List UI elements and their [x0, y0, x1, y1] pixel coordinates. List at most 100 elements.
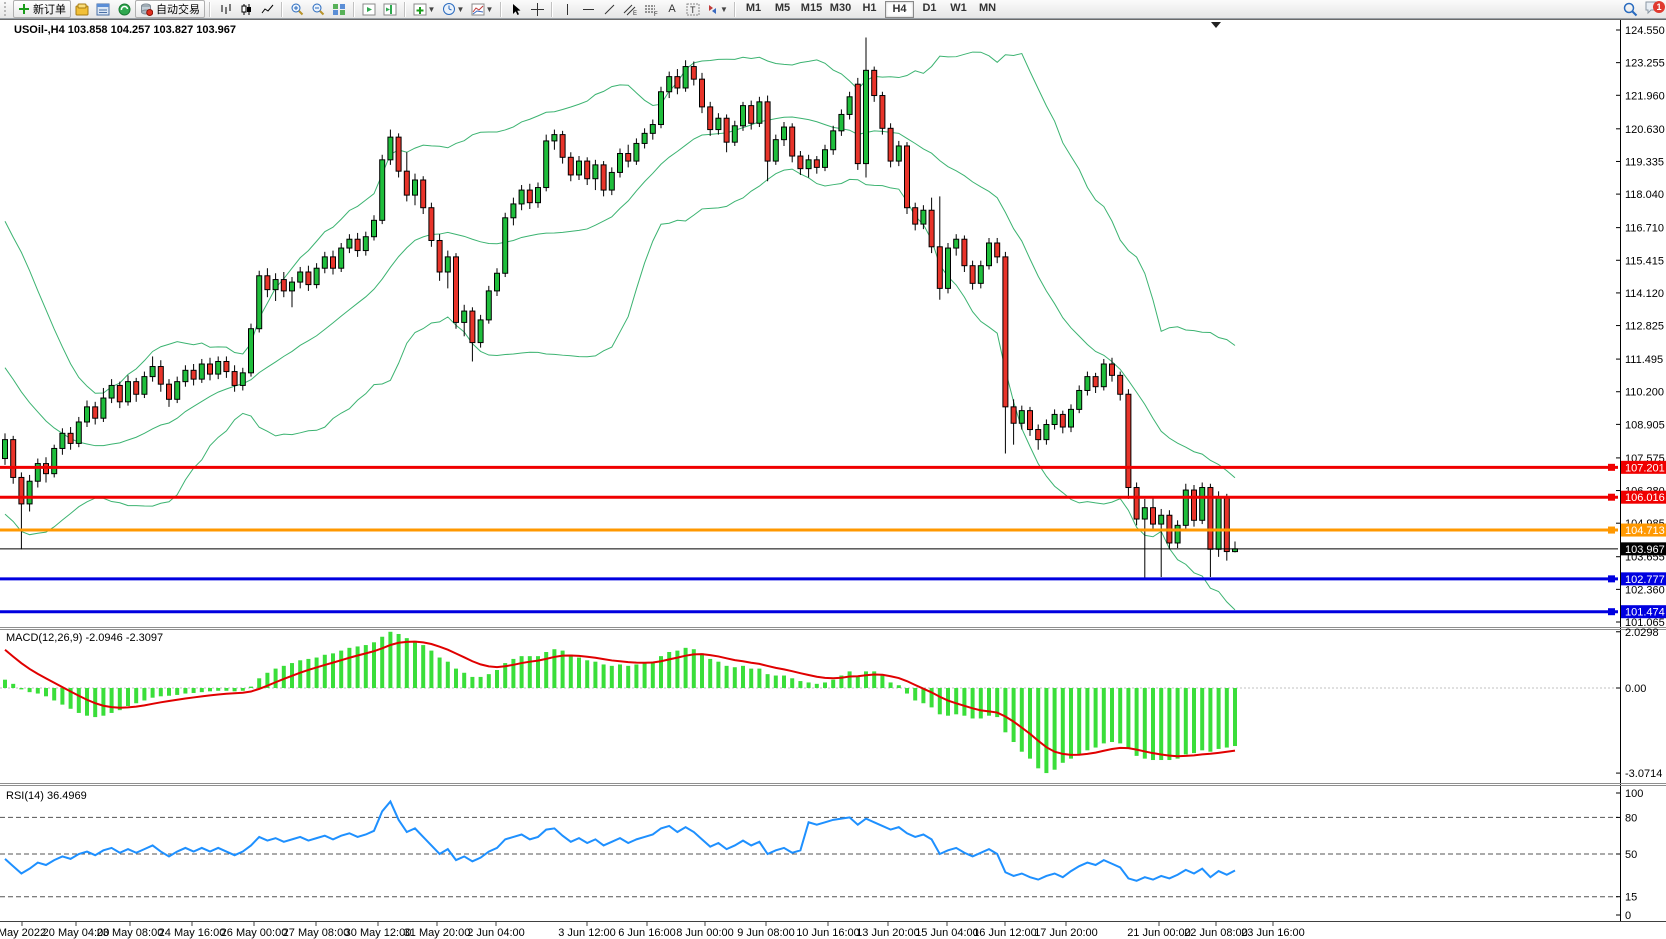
macd-histogram-bar [585, 660, 590, 688]
cursor-button[interactable] [506, 1, 526, 18]
text-button[interactable]: A [662, 1, 682, 18]
crosshair-button[interactable] [527, 1, 547, 18]
timeframe-m5-button[interactable]: M5 [774, 1, 791, 14]
navigator-button[interactable] [114, 1, 134, 18]
timeframe-d1-button[interactable]: D1 [922, 1, 937, 14]
candle-body [986, 242, 992, 267]
templates-button[interactable]: ▼ [468, 1, 496, 18]
candle-body [1010, 406, 1017, 424]
notifications-button[interactable]: 1 [1644, 0, 1665, 18]
channel-button[interactable]: E [620, 1, 640, 18]
candle-body [518, 189, 525, 205]
candle-body [59, 432, 66, 449]
svg-text:E: E [633, 11, 637, 16]
macd-histogram-bar [642, 663, 647, 688]
candlestick-chart-button[interactable] [236, 1, 256, 18]
candle-body [666, 76, 673, 93]
macd-histogram-bar [470, 676, 475, 688]
macd-histogram-bar [1200, 688, 1205, 751]
macd-histogram-bar [314, 657, 319, 688]
level-line-marker[interactable] [1608, 493, 1615, 501]
timeframe-m1-button[interactable]: M1 [745, 1, 762, 14]
macd-histogram-bar [249, 686, 253, 688]
toolbar-separator [353, 1, 355, 17]
level-line-marker[interactable] [1608, 575, 1615, 583]
pane-separators[interactable] [0, 627, 1666, 786]
candle-body [895, 145, 902, 162]
price-axis-label: 102.360 [1625, 584, 1665, 596]
macd-histogram-bar [872, 671, 877, 688]
chevron-down-icon: ▼ [427, 4, 436, 14]
candle-body [469, 310, 476, 344]
macd-histogram-bar [724, 665, 729, 688]
toolbar-grip[interactable] [4, 2, 10, 16]
timeframe-h4-button[interactable]: H4 [885, 0, 914, 18]
crosshair-icon [530, 2, 544, 16]
tile-windows-button[interactable] [329, 1, 349, 18]
line-chart-button[interactable] [257, 1, 277, 18]
new-order-button[interactable]: 新订单 [13, 0, 71, 18]
candle-body [141, 376, 148, 395]
macd-histogram-bar [1159, 688, 1164, 761]
level-line-marker[interactable] [1608, 608, 1615, 616]
chart-background [0, 19, 1666, 939]
horizontal-line-button[interactable] [578, 1, 598, 18]
macd-histogram-bar [109, 688, 114, 713]
price-levels-layer[interactable]: 107.201 106.016 104.713 102.777 101.474 103.9… [0, 460, 1666, 619]
macd-histogram-bar [454, 668, 458, 688]
chart-shift-marker[interactable] [1211, 22, 1221, 28]
search-icon[interactable] [1623, 2, 1638, 17]
macd-histogram-bar [183, 688, 188, 694]
macd-histogram-bar [224, 688, 229, 691]
bb-lower [4, 168, 1236, 611]
macd-histogram-bar [240, 688, 245, 691]
periods-button[interactable]: ▼ [439, 1, 467, 18]
auto-scroll-button[interactable] [359, 1, 379, 18]
macd-histogram-bar [823, 682, 827, 688]
macd-histogram-bar [691, 649, 696, 688]
candle-body [715, 117, 722, 131]
main-toolbar: 新订单 自动交易 [0, 0, 1666, 19]
candle-body [748, 105, 755, 124]
level-line-marker[interactable] [1608, 463, 1615, 471]
timeframe-mn-button[interactable]: MN [978, 1, 997, 14]
candle-body [231, 371, 238, 386]
macd-histogram-bar [339, 650, 344, 688]
market-watch-button[interactable] [72, 1, 92, 18]
fibonacci-button[interactable]: F [641, 1, 661, 18]
chart-shift-button[interactable] [380, 1, 400, 18]
indicators-button[interactable]: ▼ [410, 1, 438, 18]
macd-histogram-bar [273, 668, 278, 688]
macd-histogram-bar [126, 688, 130, 707]
bar-chart-button[interactable] [215, 1, 235, 18]
text-label-button[interactable]: T [683, 1, 703, 18]
level-line-marker[interactable] [1608, 526, 1615, 534]
timeframe-w1-button[interactable]: W1 [950, 1, 967, 14]
macd-histogram-bar [732, 667, 737, 688]
candle-body [346, 238, 353, 249]
time-axis-label: 6 Jun 16:00 [618, 927, 676, 939]
candle-body [1174, 524, 1181, 544]
time-axis-label: 10 Jun 16:00 [796, 927, 860, 939]
candle-body [584, 160, 591, 180]
trendline-button[interactable] [599, 1, 619, 18]
data-window-button[interactable] [93, 1, 113, 18]
zoom-in-button[interactable] [287, 1, 307, 18]
autotrading-button[interactable]: 自动交易 [135, 0, 205, 18]
autotrading-label: 自动交易 [156, 4, 200, 16]
arrows-button[interactable]: ▼ [704, 1, 730, 18]
timeframe-h1-button[interactable]: H1 [862, 1, 877, 14]
macd-histogram-bar [478, 676, 483, 688]
timeframe-m30-button[interactable]: M30 [829, 1, 852, 14]
macd-histogram-bar [995, 688, 1000, 718]
candle-body [625, 153, 632, 162]
zoom-out-button[interactable] [308, 1, 328, 18]
macd-histogram-bar [1028, 688, 1032, 759]
timeframe-m15-button[interactable]: M15 [800, 1, 823, 14]
candle-body [879, 95, 886, 129]
macd-histogram-bar [970, 688, 975, 719]
toolbar-separator [404, 1, 406, 17]
vertical-line-button[interactable] [557, 1, 577, 18]
